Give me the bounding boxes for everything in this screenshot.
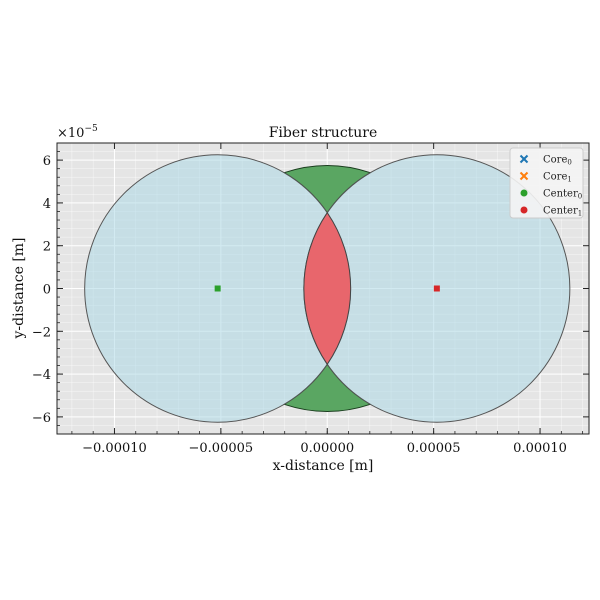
y-tick-label: −2	[32, 325, 51, 340]
center-marker-0	[214, 285, 221, 292]
x-tick-label: 0.00010	[513, 441, 567, 456]
legend-marker-1-b	[519, 171, 529, 181]
legend-label-1: Core1	[543, 172, 572, 184]
legend-label-0: Core0	[543, 155, 572, 167]
axes: −0.00010 −0.00005 0.00000 0.00005 0.00010 −6 −…	[32, 143, 589, 456]
legend-label-2: Center0	[543, 189, 582, 201]
chart-title: Fiber structure	[269, 125, 378, 141]
legend-marker-2	[520, 189, 528, 197]
x-tick-label: −0.00005	[189, 441, 254, 456]
center-marker-1	[433, 285, 440, 292]
legend-label-3: Center1	[543, 206, 582, 218]
legend-marker-3	[520, 206, 528, 214]
x-tick-label: 0.00005	[407, 441, 461, 456]
x-axis-label: x-distance [m]	[273, 458, 374, 474]
overlap-region	[303, 211, 352, 366]
y-tick-label: 2	[43, 240, 51, 255]
y-tick-label: −6	[32, 411, 51, 426]
y-axis-label: y-distance [m]	[11, 237, 27, 339]
x-tick-label: −0.00010	[82, 441, 147, 456]
x-tick-label: 0.00000	[300, 441, 354, 456]
y-tick-label: 4	[43, 197, 51, 212]
y-tick-label: −4	[32, 368, 51, 383]
legend-marker-0-b	[519, 154, 529, 164]
center-markers	[214, 285, 440, 292]
fiber-shapes	[84, 154, 571, 423]
legend-box	[509, 147, 584, 219]
legend: Core0 Core1 Center0 Center1	[509, 147, 584, 219]
y-offset-label: ×10−5	[57, 124, 98, 141]
y-tick-label: 0	[43, 283, 51, 298]
y-tick-label: 6	[43, 154, 51, 169]
